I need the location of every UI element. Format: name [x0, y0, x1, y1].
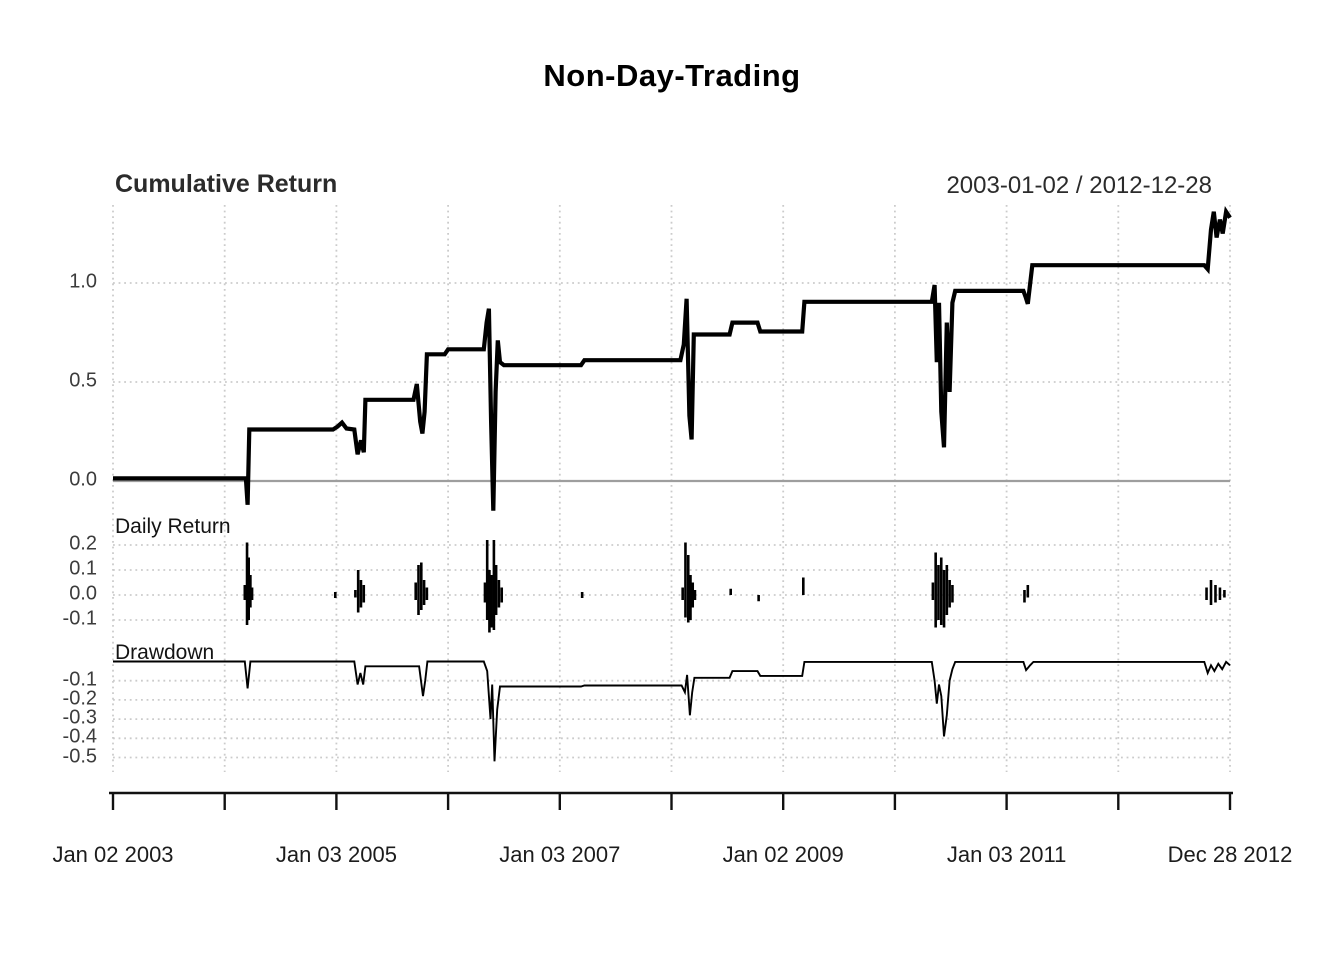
cumulative-return-line [113, 205, 1232, 511]
y-tick-label: 0.0 [69, 582, 97, 605]
y-tick-label: -0.4 [62, 725, 97, 748]
x-tick-label: Jan 03 2005 [275, 842, 397, 867]
x-tick-label: Jan 02 2003 [52, 842, 174, 867]
y-tick-label: -0.2 [62, 687, 97, 710]
y-tick-label: 1.0 [69, 270, 97, 293]
y-tick-label: 0.0 [69, 468, 97, 491]
cumulative-return-header: Cumulative Return [115, 170, 338, 198]
y-tick-label: -0.1 [62, 607, 97, 630]
drawdown-line [113, 660, 1231, 762]
y-tick-label: 0.5 [69, 369, 97, 392]
x-tick-label: Dec 28 2012 [1167, 842, 1293, 867]
y-tick-label: -0.3 [62, 706, 97, 729]
x-tick-label: Jan 03 2007 [499, 842, 621, 867]
chart-title: Non-Day-Trading [543, 58, 801, 93]
y-tick-label: 0.2 [69, 532, 97, 555]
drawdown-label: Drawdown [115, 641, 215, 664]
daily-return-label: Daily Return [115, 515, 231, 538]
x-tick-label: Jan 03 2011 [946, 842, 1067, 867]
y-tick-label: -0.1 [62, 668, 97, 691]
x-tick-label: Jan 02 2009 [722, 842, 844, 867]
y-tick-label: -0.5 [62, 745, 97, 768]
date-range-label: 2003-01-02 / 2012-12-28 [946, 172, 1212, 199]
y-tick-label: 0.1 [69, 557, 97, 580]
